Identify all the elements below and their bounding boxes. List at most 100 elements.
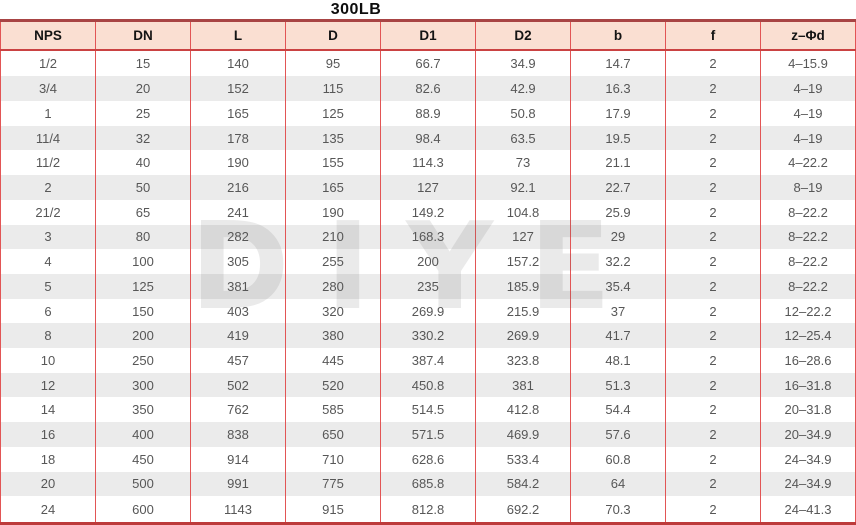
table-cell: 4–19 [760,125,856,151]
table-head: NPS DN L D D1 D2 b f z–Φd [0,19,856,51]
table-cell: 20 [95,76,191,102]
column-header: D2 [475,19,571,51]
table-cell: 50.8 [475,101,571,126]
column-header: f [665,19,761,51]
table-cell: 514.5 [380,397,476,423]
table-cell: 250 [95,348,191,373]
column-header: z–Φd [760,19,856,51]
column-header: b [570,19,666,51]
table-cell: 991 [190,471,286,497]
flange-dimension-table: NPS DN L D D1 D2 b f z–Φd 1/2 15 140 95 66.7 34.9 14.7… [0,19,856,525]
table-cell: 135 [285,125,381,151]
table-cell: 2 [665,76,761,102]
table-cell: 2 [665,125,761,151]
table-row: 8 200 419 380 330.2 269.9 41.7 2 12–25.4 [0,323,856,349]
table-cell: 4–19 [760,101,856,126]
table-cell: 8–22.2 [760,224,856,250]
table-cell: 2 [665,496,761,525]
table-cell: 2 [665,298,761,324]
header-row: NPS DN L D D1 D2 b f z–Φd [0,19,856,51]
table-cell: 16–28.6 [760,348,856,373]
table-cell: 24 [0,496,96,525]
table-cell: 48.1 [570,348,666,373]
table-cell: 20–31.8 [760,397,856,423]
table-cell: 11/4 [0,125,96,151]
table-cell: 381 [475,372,571,398]
table-cell: 70.3 [570,496,666,525]
table-cell: 17.9 [570,101,666,126]
table-cell: 2 [665,397,761,423]
table-cell: 2 [665,50,761,77]
table-title: 300LB [330,1,382,18]
table-cell: 3/4 [0,76,96,102]
table-cell: 2 [665,224,761,250]
table-cell: 32 [95,125,191,151]
table-cell: 21.1 [570,150,666,176]
table-cell: 37 [570,298,666,324]
table-row: 12 300 502 520 450.8 381 51.3 2 16–31.8 [0,372,856,398]
table-cell: 155 [285,150,381,176]
table-cell: 241 [190,199,286,225]
table-cell: 215.9 [475,298,571,324]
table-cell: 82.6 [380,76,476,102]
table-cell: 14 [0,397,96,423]
table-cell: 25.9 [570,199,666,225]
table-cell: 710 [285,446,381,472]
table-row: 11/4 32 178 135 98.4 63.5 19.5 2 4–19 [0,125,856,151]
table-cell: 29 [570,224,666,250]
table-cell: 282 [190,224,286,250]
table-cell: 2 [665,348,761,373]
table-cell: 11/2 [0,150,96,176]
table-cell: 8–19 [760,175,856,200]
table-cell: 571.5 [380,422,476,447]
table-cell: 380 [285,323,381,349]
table-cell: 66.7 [380,50,476,77]
table-row: 18 450 914 710 628.6 533.4 60.8 2 24–34.9 [0,446,856,472]
table-cell: 500 [95,471,191,497]
table-row: 4 100 305 255 200 157.2 32.2 2 8–22.2 [0,249,856,274]
table-cell: 190 [285,199,381,225]
table-cell: 12–25.4 [760,323,856,349]
table-cell: 4–22.2 [760,150,856,176]
table-cell: 8–22.2 [760,273,856,299]
table-cell: 419 [190,323,286,349]
table-cell: 73 [475,150,571,176]
table-cell: 150 [95,298,191,324]
table-row: 14 350 762 585 514.5 412.8 54.4 2 20–31.8 [0,397,856,423]
table-cell: 387.4 [380,348,476,373]
table-cell: 65 [95,199,191,225]
table-cell: 1143 [190,496,286,525]
table-cell: 2 [665,372,761,398]
column-header: D [285,19,381,51]
column-header: L [190,19,286,51]
table-cell: 450.8 [380,372,476,398]
table-cell: 127 [475,224,571,250]
table-cell: 10 [0,348,96,373]
table-cell: 14.7 [570,50,666,77]
table-row: 2 50 216 165 127 92.1 22.7 2 8–19 [0,175,856,200]
table-cell: 8–22.2 [760,199,856,225]
table-cell: 210 [285,224,381,250]
table-cell: 34.9 [475,50,571,77]
table-cell: 80 [95,224,191,250]
table-cell: 127 [380,175,476,200]
table-cell: 2 [665,446,761,472]
table-cell: 323.8 [475,348,571,373]
table-cell: 12–22.2 [760,298,856,324]
table-cell: 4–15.9 [760,50,856,77]
table-cell: 64 [570,471,666,497]
table-cell: 520 [285,372,381,398]
table-cell: 60.8 [570,446,666,472]
table-cell: 157.2 [475,249,571,274]
table-cell: 585 [285,397,381,423]
table-cell: 915 [285,496,381,525]
table-cell: 19.5 [570,125,666,151]
table-cell: 300 [95,372,191,398]
table-cell: 8–22.2 [760,249,856,274]
table-cell: 469.9 [475,422,571,447]
table-cell: 140 [190,50,286,77]
table-cell: 24–41.3 [760,496,856,525]
table-cell: 200 [95,323,191,349]
table-cell: 269.9 [380,298,476,324]
table-cell: 178 [190,125,286,151]
